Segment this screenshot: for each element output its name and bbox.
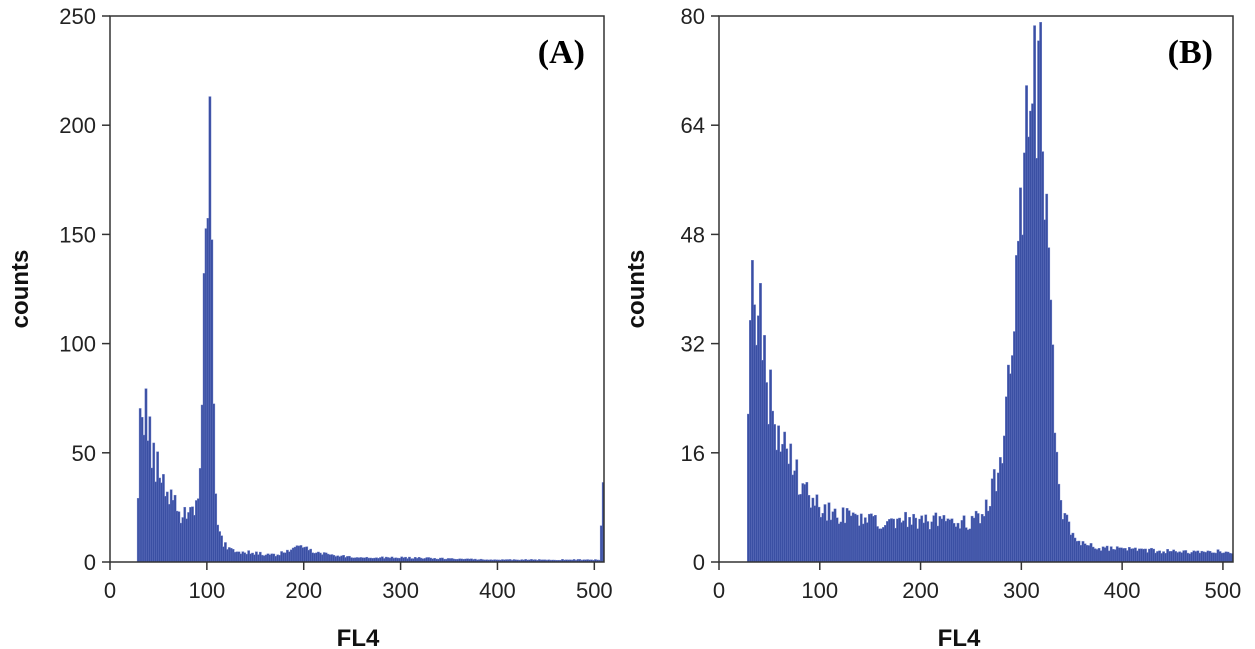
panel-a-bars <box>136 96 605 563</box>
panel-b-x-ticks: 0 100 200 300 400 500 <box>713 562 1241 603</box>
y-tick-label: 64 <box>681 113 705 138</box>
histogram-panel-a: 0 50 100 150 200 250 0 100 200 300 400 500 FL4 cou… <box>7 4 613 649</box>
panel-a-x-axis-label: FL4 <box>337 625 380 649</box>
x-tick-label: 100 <box>801 578 838 603</box>
y-tick-label: 16 <box>681 441 705 466</box>
panel-b-axes-frame <box>718 15 1234 563</box>
panel-b-y-ticks: 0 16 32 48 64 80 <box>681 4 719 575</box>
x-tick-label: 0 <box>104 578 116 603</box>
y-tick-label: 150 <box>59 222 96 247</box>
y-tick-label: 0 <box>693 550 705 575</box>
y-tick-label: 250 <box>59 4 96 29</box>
panel-a-axes-frame <box>109 15 605 563</box>
x-tick-label: 400 <box>479 578 516 603</box>
panel-b-y-axis-label: counts <box>623 250 650 329</box>
panel-b-bars <box>747 22 1234 563</box>
y-tick-label: 80 <box>681 4 705 29</box>
panel-a-y-axis-label: counts <box>7 250 34 329</box>
y-tick-label: 200 <box>59 113 96 138</box>
x-tick-label: 200 <box>285 578 322 603</box>
x-tick-label: 500 <box>576 578 613 603</box>
panel-b-label: (B) <box>1168 34 1213 71</box>
x-tick-label: 400 <box>1104 578 1141 603</box>
x-tick-label: 300 <box>382 578 419 603</box>
panel-a-x-ticks: 0 100 200 300 400 500 <box>104 562 613 603</box>
y-tick-label: 100 <box>59 332 96 357</box>
panel-a-label: (A) <box>538 34 585 71</box>
x-tick-label: 0 <box>713 578 725 603</box>
y-tick-label: 50 <box>72 441 96 466</box>
x-tick-label: 100 <box>189 578 226 603</box>
y-tick-label: 48 <box>681 222 705 247</box>
y-tick-label: 32 <box>681 332 705 357</box>
y-tick-label: 0 <box>84 550 96 575</box>
panel-a-y-ticks: 0 50 100 150 200 250 <box>59 4 110 575</box>
x-tick-label: 200 <box>902 578 939 603</box>
x-tick-label: 300 <box>1003 578 1040 603</box>
panel-b-x-axis-label: FL4 <box>938 625 981 649</box>
x-tick-label: 500 <box>1205 578 1242 603</box>
